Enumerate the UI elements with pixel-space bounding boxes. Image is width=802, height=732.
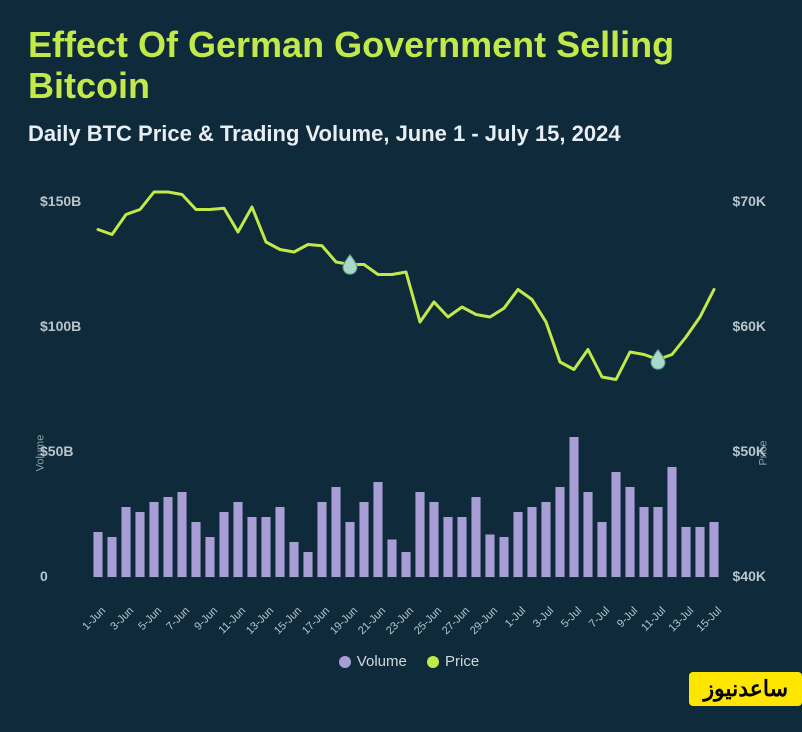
price-tick: $40K xyxy=(733,568,766,584)
volume-bar xyxy=(555,487,564,577)
volume-bar xyxy=(527,507,536,577)
volume-bar xyxy=(205,537,214,577)
volume-bar xyxy=(583,492,592,577)
legend-price-label: Price xyxy=(445,653,479,670)
volume-bar xyxy=(359,502,368,577)
volume-bar xyxy=(387,539,396,577)
volume-bar xyxy=(653,507,662,577)
legend-price-dot xyxy=(427,656,439,668)
volume-bar xyxy=(191,522,200,577)
volume-tick: $150B xyxy=(40,193,81,209)
chart-area: Volume Price 0$50B$100B$150B$40K$50K$60K… xyxy=(28,157,774,647)
price-tick: $70K xyxy=(733,193,766,209)
volume-bar xyxy=(135,512,144,577)
volume-bar xyxy=(415,492,424,577)
volume-bar xyxy=(331,487,340,577)
volume-bar xyxy=(121,507,130,577)
volume-bar xyxy=(709,522,718,577)
event-marker-icon xyxy=(651,349,665,369)
volume-bar xyxy=(373,482,382,577)
volume-bar xyxy=(261,517,270,577)
legend-volume-dot xyxy=(339,656,351,668)
volume-bar xyxy=(569,437,578,577)
price-line xyxy=(98,192,714,380)
volume-bar xyxy=(443,517,452,577)
legend-volume-label: Volume xyxy=(357,653,407,670)
volume-bar xyxy=(163,497,172,577)
volume-bar xyxy=(247,517,256,577)
volume-bar xyxy=(667,467,676,577)
volume-bar xyxy=(639,507,648,577)
event-marker-icon xyxy=(343,254,357,274)
volume-bar xyxy=(177,492,186,577)
chart-container: Effect Of German Government Selling Bitc… xyxy=(0,0,802,732)
chart-svg xyxy=(28,157,774,647)
price-tick: $50K xyxy=(733,443,766,459)
volume-bar xyxy=(541,502,550,577)
volume-bar xyxy=(303,552,312,577)
volume-bar xyxy=(219,512,228,577)
volume-tick: 0 xyxy=(40,568,48,584)
volume-bar xyxy=(345,522,354,577)
volume-bar xyxy=(695,527,704,577)
volume-bar xyxy=(485,534,494,577)
volume-tick: $100B xyxy=(40,318,81,334)
volume-bar xyxy=(317,502,326,577)
price-tick: $60K xyxy=(733,318,766,334)
volume-bar xyxy=(611,472,620,577)
volume-bar xyxy=(499,537,508,577)
volume-bar xyxy=(429,502,438,577)
volume-bar xyxy=(513,512,522,577)
volume-bar xyxy=(471,497,480,577)
volume-bar xyxy=(107,537,116,577)
chart-title: Effect Of German Government Selling Bitc… xyxy=(28,24,774,107)
volume-bar xyxy=(93,532,102,577)
volume-bar xyxy=(625,487,634,577)
legend: Volume Price xyxy=(28,653,774,670)
volume-bar xyxy=(275,507,284,577)
watermark-badge: ساعدنیوز xyxy=(689,672,802,706)
volume-bar xyxy=(401,552,410,577)
volume-bar xyxy=(597,522,606,577)
volume-tick: $50B xyxy=(40,443,73,459)
volume-bar xyxy=(149,502,158,577)
volume-bar xyxy=(681,527,690,577)
volume-bar xyxy=(233,502,242,577)
volume-bar xyxy=(289,542,298,577)
chart-subtitle: Daily BTC Price & Trading Volume, June 1… xyxy=(28,121,774,147)
volume-bar xyxy=(457,517,466,577)
